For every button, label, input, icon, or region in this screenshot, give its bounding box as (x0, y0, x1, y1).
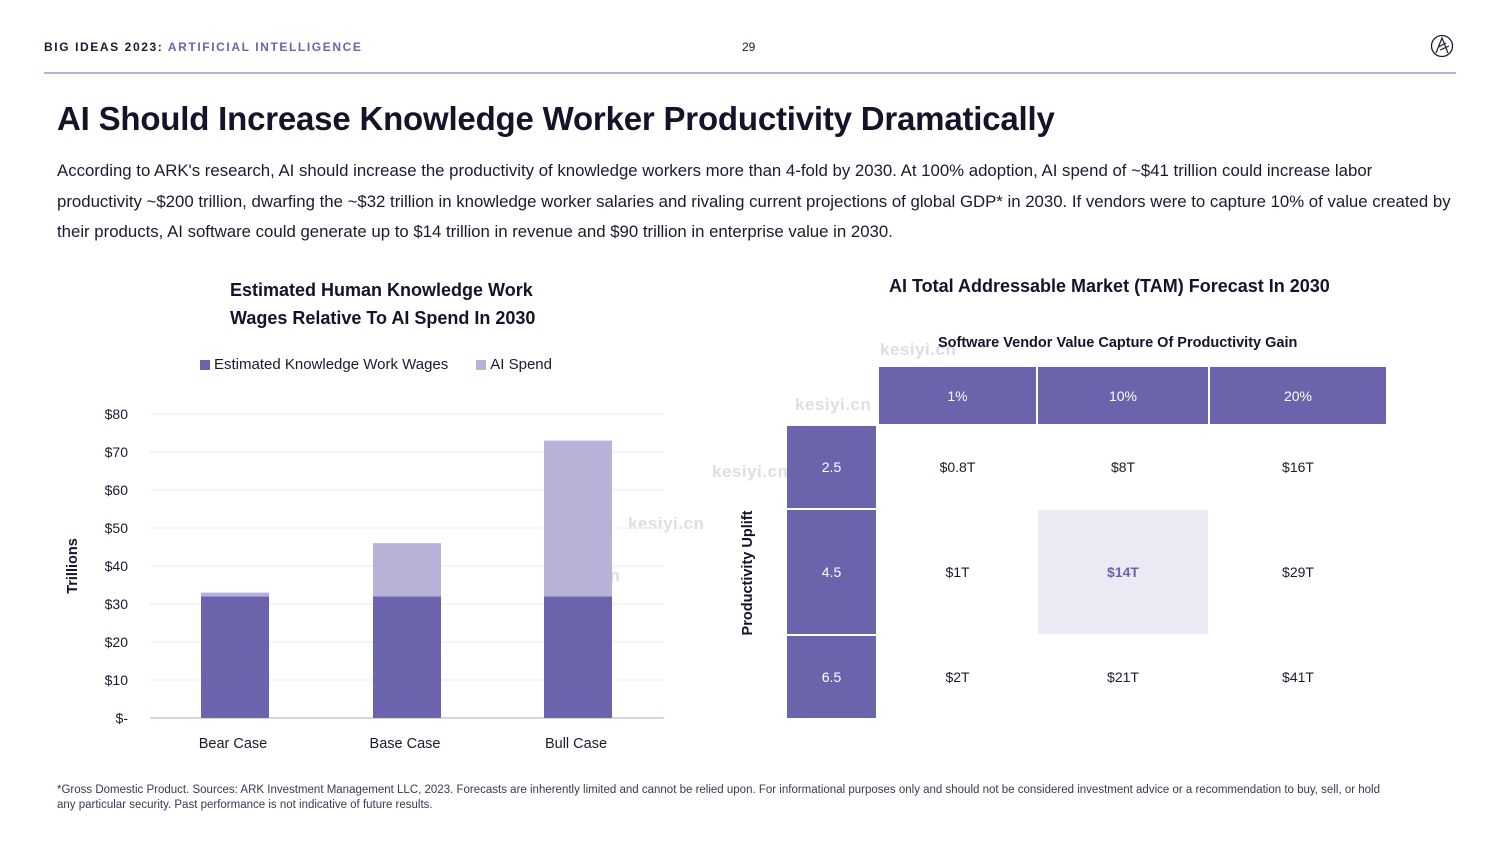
matrix-cell: $8T (1110, 459, 1136, 475)
y-tick-label: $70 (105, 444, 129, 460)
column-header-20pct: 20% (1210, 367, 1386, 424)
bar-ai-spend (201, 592, 269, 597)
bar-ai-spend (544, 440, 612, 597)
x-category-label: Bull Case (545, 736, 607, 752)
matrix-cell-highlighted: $14T (1038, 510, 1208, 634)
matrix-cell: $21T (1107, 669, 1139, 685)
y-tick-label: $- (116, 710, 129, 726)
matrix-cell: $1T (945, 564, 970, 580)
row-header-2-5: 2.5 (787, 426, 876, 508)
column-header-1pct: 1% (879, 367, 1036, 424)
bar-wages (544, 596, 612, 718)
matrix-cell: $16T (1282, 459, 1314, 475)
bar-chart-title-line: Estimated Human Knowledge Work (230, 280, 533, 300)
legend-label-ai-spend: AI Spend (490, 356, 552, 373)
watermark-text: kesiyi.cn (795, 395, 872, 414)
page-title: AI Should Increase Knowledge Worker Prod… (57, 100, 1055, 137)
row-header-6-5: 6.5 (787, 636, 876, 718)
knowledge-wages-bar-chart: $- $10 $20 $30 $40 $50 $60 $70 $80 Bear Case Base … (65, 406, 664, 752)
header-label: BIG IDEAS 2023: ARTIFICIAL INTELLIGENCE (44, 40, 362, 54)
watermark-text: kesiyi.cn (880, 340, 957, 359)
matrix-cell: $41T (1282, 669, 1314, 685)
page-number: 29 (742, 40, 756, 54)
header-topic: ARTIFICIAL INTELLIGENCE (167, 40, 363, 54)
footnote: *Gross Domestic Product. Sources: ARK In… (57, 784, 1380, 811)
legend-item-wages: Estimated Knowledge Work Wages (200, 356, 448, 373)
matrix-cell: $0.8T (939, 459, 976, 475)
column-header-10pct: 10% (1038, 367, 1208, 424)
y-tick-label: $20 (105, 634, 129, 650)
legend-swatch-ai-spend (476, 359, 487, 370)
y-tick-label: $50 (105, 520, 129, 536)
y-tick-label: $10 (105, 672, 129, 688)
y-tick-label: $30 (105, 596, 129, 612)
y-tick-label: $40 (105, 558, 129, 574)
bar-chart-legend: Estimated Knowledge Work Wages AI Spend (200, 356, 580, 373)
row-axis-label: Productivity Uplift (740, 510, 756, 636)
watermark-text: kesiyi.cn (712, 462, 789, 481)
column-axis-label: Software Vendor Value Capture Of Product… (938, 335, 1298, 351)
x-category-label: Bear Case (199, 736, 268, 752)
legend-label-wages: Estimated Knowledge Work Wages (214, 356, 449, 373)
row-header-4-5: 4.5 (787, 510, 876, 634)
bar-wages (373, 596, 441, 718)
y-axis-label: Trillions (65, 538, 81, 594)
ark-logo-icon (1430, 34, 1454, 58)
legend-swatch-wages (200, 359, 210, 370)
y-tick-label: $60 (105, 482, 129, 498)
matrix-cell: $2T (945, 669, 970, 685)
intro-paragraph: According to ARK's research, AI should i… (57, 161, 1451, 241)
legend-item-ai-spend: AI Spend (476, 356, 552, 373)
header-brand: BIG IDEAS 2023: (44, 40, 164, 54)
bar-ai-spend (373, 543, 441, 597)
x-category-label: Base Case (370, 736, 441, 752)
tam-matrix-title: AI Total Addressable Market (TAM) Foreca… (889, 276, 1330, 296)
matrix-cell: $29T (1282, 564, 1314, 580)
bar-chart-title: Estimated Human Knowledge Work Wages Rel… (230, 276, 535, 332)
bar-wages (201, 596, 269, 718)
bar-chart-title-line: Wages Relative To AI Spend In 2030 (230, 308, 536, 328)
y-tick-label: $80 (105, 406, 129, 422)
page-header: BIG IDEAS 2023: ARTIFICIAL INTELLIGENCE … (44, 34, 1456, 74)
